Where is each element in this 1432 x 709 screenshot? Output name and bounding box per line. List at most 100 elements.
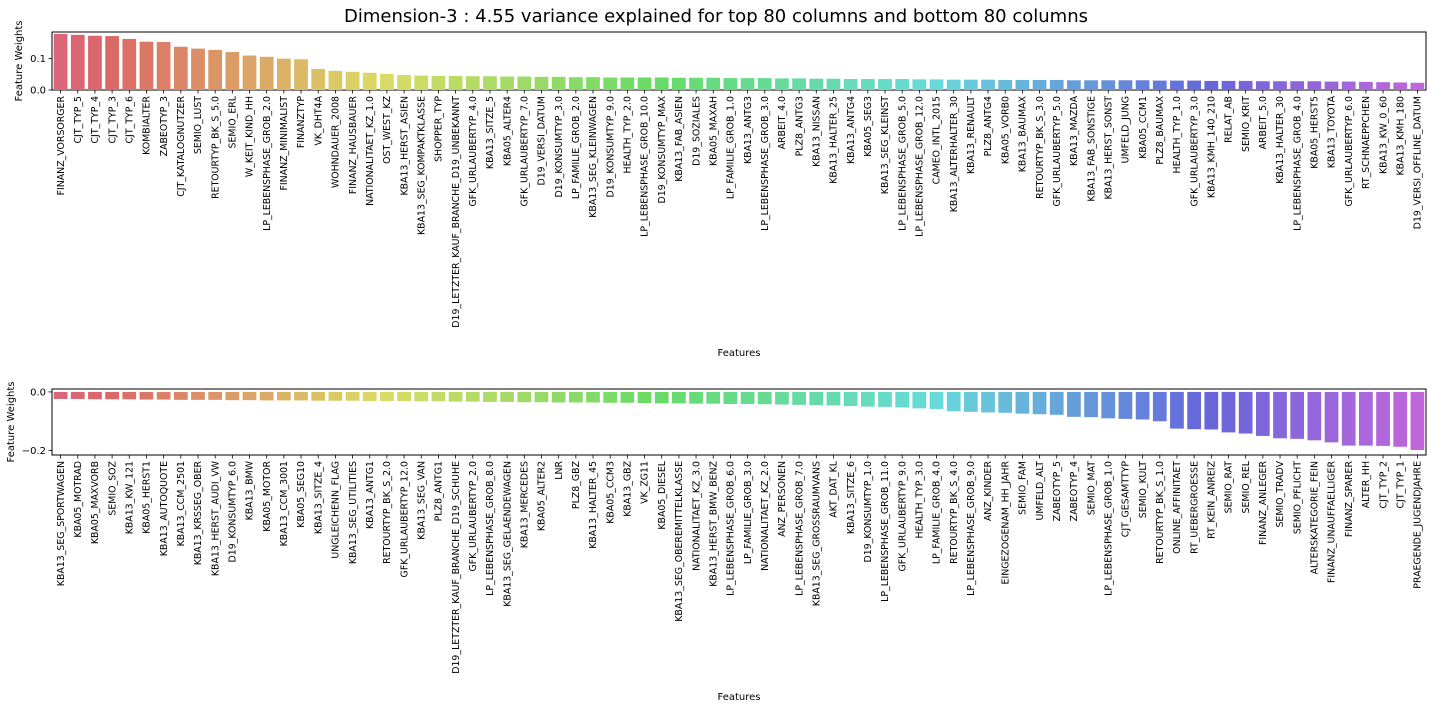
bar [1376, 391, 1390, 446]
x-tick-label: CJT_TYP_5 [73, 96, 84, 144]
x-tick-label: KBA13_GBZ [623, 461, 634, 517]
x-tick-label: SEMIO_REL [1241, 460, 1252, 513]
x-tick-label: SEMIO_LUST [193, 96, 204, 154]
x-tick-label: CJT_KATALOGNUTZER [176, 96, 187, 197]
bar [689, 391, 703, 404]
bar [1170, 391, 1184, 429]
y-tick-label: 0.0 [30, 86, 46, 97]
bar [448, 391, 463, 402]
x-tick-label: KBA13_SITZE_6 [846, 461, 857, 534]
y-axis-label: Feature Weights [14, 20, 25, 101]
bar [500, 76, 515, 90]
x-tick-label: KBA13_MERCEDES [520, 461, 531, 548]
x-tick-label: NATIONALITAET_KZ_3.0 [691, 461, 702, 571]
x-tick-label: SEMIO_SOZ [107, 461, 118, 516]
x-tick-label: RELAT_AB [1224, 96, 1235, 143]
x-tick-label: KBA13_FAB_SONSTIGE [1086, 96, 1097, 202]
bar [963, 79, 978, 90]
bar [1410, 391, 1425, 451]
x-tick-label: KBA13_SEG_KLEINWAGEN [588, 96, 599, 218]
x-tick-label: KBA13_HALTER_25 [829, 96, 840, 184]
x-tick-label: ARBEIT_5.0 [1258, 96, 1269, 149]
bar [1255, 391, 1270, 436]
x-tick-label: CJT_TYP_6 [124, 96, 135, 144]
x-tick-label: CJT_TYP_1 [1395, 461, 1406, 509]
bar [672, 391, 686, 404]
bar [173, 391, 188, 400]
bar [843, 79, 858, 90]
x-tick-label: SEMIO_FAM [1018, 461, 1029, 515]
bar [53, 33, 68, 90]
x-tick-label: KBA13_ANTG1 [365, 461, 376, 529]
bar [723, 391, 738, 404]
bar [259, 391, 274, 401]
bar [775, 391, 789, 405]
bar [294, 391, 308, 401]
x-tick-label: RT_UEBERGROESSE [1189, 461, 1200, 554]
bar [860, 79, 875, 90]
bar [1067, 391, 1081, 417]
bar [208, 49, 223, 90]
bar [328, 70, 343, 90]
x-tick-label: KBA13_SEG_KOMPAKTKLASSE [416, 96, 427, 235]
x-tick-label: LP_FAMILIE_GROB_4.0 [932, 461, 943, 564]
plot-frame [51, 388, 1427, 456]
x-tick-label: VK_ZG11 [640, 461, 651, 504]
bar [328, 391, 343, 401]
x-tick-label: KBA13_BMW [245, 461, 256, 520]
x-tick-label: CJT_TYP_2 [1378, 461, 1389, 509]
bar [414, 391, 429, 402]
x-tick-label: KBA05_VORB0 [1000, 96, 1011, 164]
x-tick-label: UMFELD_JUNG [1121, 96, 1132, 163]
x-tick-label: W_KEIT_KIND_HH [245, 96, 256, 177]
bar [1359, 81, 1373, 90]
bar [1032, 391, 1047, 415]
x-tick-label: KBA05_DIESEL [657, 460, 668, 529]
bar [1084, 391, 1098, 418]
x-tick-label: NATIONALITAET_KZ_2.0 [760, 461, 771, 571]
x-tick-label: FINANZ_SPARER [1344, 461, 1355, 538]
bar [362, 391, 377, 402]
bar [568, 391, 583, 403]
bar [603, 391, 618, 403]
bar [483, 391, 497, 402]
x-tick-label: KBA13_SEG_UTILITIES [348, 461, 359, 564]
x-tick-label: KBA13_ANTG4 [846, 96, 857, 164]
bar [139, 391, 154, 400]
x-tick-label: CJT_TYP_3 [107, 96, 118, 144]
x-tick-label: LP_LEBENSPHASE_GROB_2.0 [262, 96, 273, 231]
y-tick-label: 0.1 [30, 54, 46, 65]
bar [53, 391, 68, 399]
bar [551, 391, 566, 403]
bar [1084, 80, 1098, 90]
x-tick-label: D19_KONSUMTYP_3.0 [554, 96, 565, 198]
bar [1221, 391, 1236, 433]
bar [70, 34, 85, 90]
x-tick-label: RT_KEIN_ANREIZ [1207, 461, 1218, 539]
x-tick-label: KBA13_MAZDA [1069, 95, 1080, 166]
x-tick-label: LP_FAMILIE_GROB_1.0 [726, 96, 737, 199]
x-tick-label: SEMIO_PFLICHT [1292, 461, 1303, 534]
bar [757, 391, 772, 405]
bar [156, 42, 171, 90]
bar [1187, 80, 1202, 90]
x-tick-label: PLZ8_ANTG4 [983, 96, 994, 156]
bar [1290, 81, 1305, 90]
bar [242, 391, 257, 401]
bar [826, 78, 841, 90]
bar [637, 391, 652, 404]
bar [517, 391, 532, 403]
x-tick-label: ALTER_HH [1361, 461, 1372, 508]
bar [1152, 80, 1167, 90]
bar [362, 72, 377, 90]
bar [637, 77, 652, 90]
bar [1238, 391, 1253, 434]
bar [586, 77, 600, 90]
x-tick-label: PLZ8_ANTG1 [434, 461, 445, 521]
bar [1324, 81, 1339, 90]
bar [500, 391, 515, 402]
x-tick-label: KBA13_NISSAN [811, 96, 822, 167]
bar [792, 391, 806, 405]
bar [122, 38, 137, 90]
bar [981, 391, 995, 413]
